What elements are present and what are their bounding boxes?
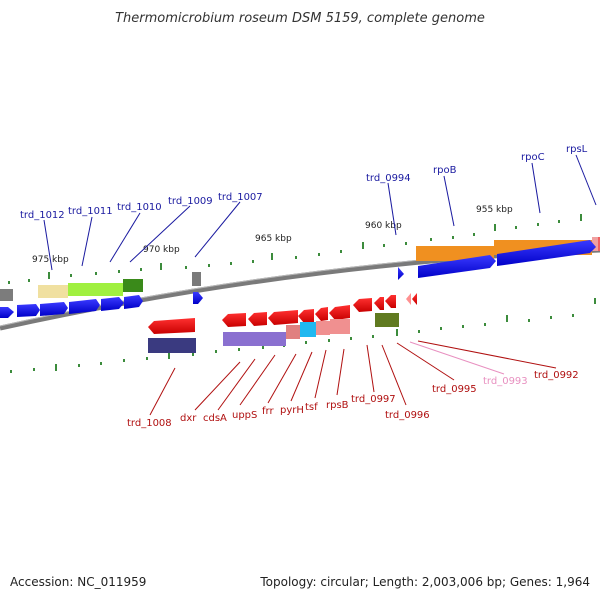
scale-label-955: 955 kbp xyxy=(476,205,513,215)
gene-label-rpsB: rpsB xyxy=(326,400,349,411)
gene-label-cdsA: cdsA xyxy=(203,413,227,424)
gene-label-dxr: dxr xyxy=(180,413,197,424)
lower-gene-labels: trd_1008 dxr cdsA uppS frr pyrH tsf rpsB… xyxy=(127,370,579,429)
gene-label-trd_0996: trd_0996 xyxy=(385,410,430,421)
gene-label-trd_0994: trd_0994 xyxy=(366,173,411,184)
gene-label-trd_0995: trd_0995 xyxy=(432,384,477,395)
gene-label-rpoC: rpoC xyxy=(521,152,545,163)
gene-label-frr: frr xyxy=(262,406,274,417)
leader-line-trd_0993 xyxy=(409,341,505,375)
upper-gene-labels: trd_1012 trd_1011 trd_1010 trd_1009 trd_… xyxy=(20,144,588,221)
forward-strand-genes xyxy=(0,240,596,318)
gene-label-trd_0993: trd_0993 xyxy=(483,376,528,387)
gene-label-rpsL: rpsL xyxy=(566,144,588,155)
gene-label-trd_1012: trd_1012 xyxy=(20,210,65,221)
gene-label-uppS: uppS xyxy=(232,410,257,421)
upper-category-band xyxy=(0,237,600,301)
gene-label-trd_0992: trd_0992 xyxy=(534,370,579,381)
inner-tick-ring xyxy=(10,298,596,373)
reverse-strand-genes xyxy=(148,293,417,334)
gene-label-trd_1011: trd_1011 xyxy=(68,206,113,217)
outer-tick-ring xyxy=(8,214,582,284)
upper-leader-lines xyxy=(43,154,597,271)
scale-label-960: 960 kbp xyxy=(365,221,402,231)
gene-label-trd_1007: trd_1007 xyxy=(218,192,263,203)
scale-label-970: 970 kbp xyxy=(143,245,180,255)
genome-summary-text: Topology: circular; Length: 2,003,006 bp… xyxy=(259,575,590,589)
gene-label-pyrH: pyrH xyxy=(280,405,304,416)
gene-label-rpoB: rpoB xyxy=(433,165,457,176)
gene-label-trd_0997: trd_0997 xyxy=(351,394,396,405)
accession-text: Accession: NC_011959 xyxy=(10,575,146,589)
gene-label-trd_1009: trd_1009 xyxy=(168,196,213,207)
gene-label-tsf: tsf xyxy=(305,402,318,413)
gene-label-trd_1010: trd_1010 xyxy=(117,202,162,213)
map-title: Thermomicrobium roseum DSM 5159, complet… xyxy=(115,11,485,26)
scale-label-965: 965 kbp xyxy=(255,234,292,244)
gene-label-trd_1008: trd_1008 xyxy=(127,418,172,429)
lower-leader-lines xyxy=(149,340,557,416)
lower-category-band xyxy=(148,313,399,353)
